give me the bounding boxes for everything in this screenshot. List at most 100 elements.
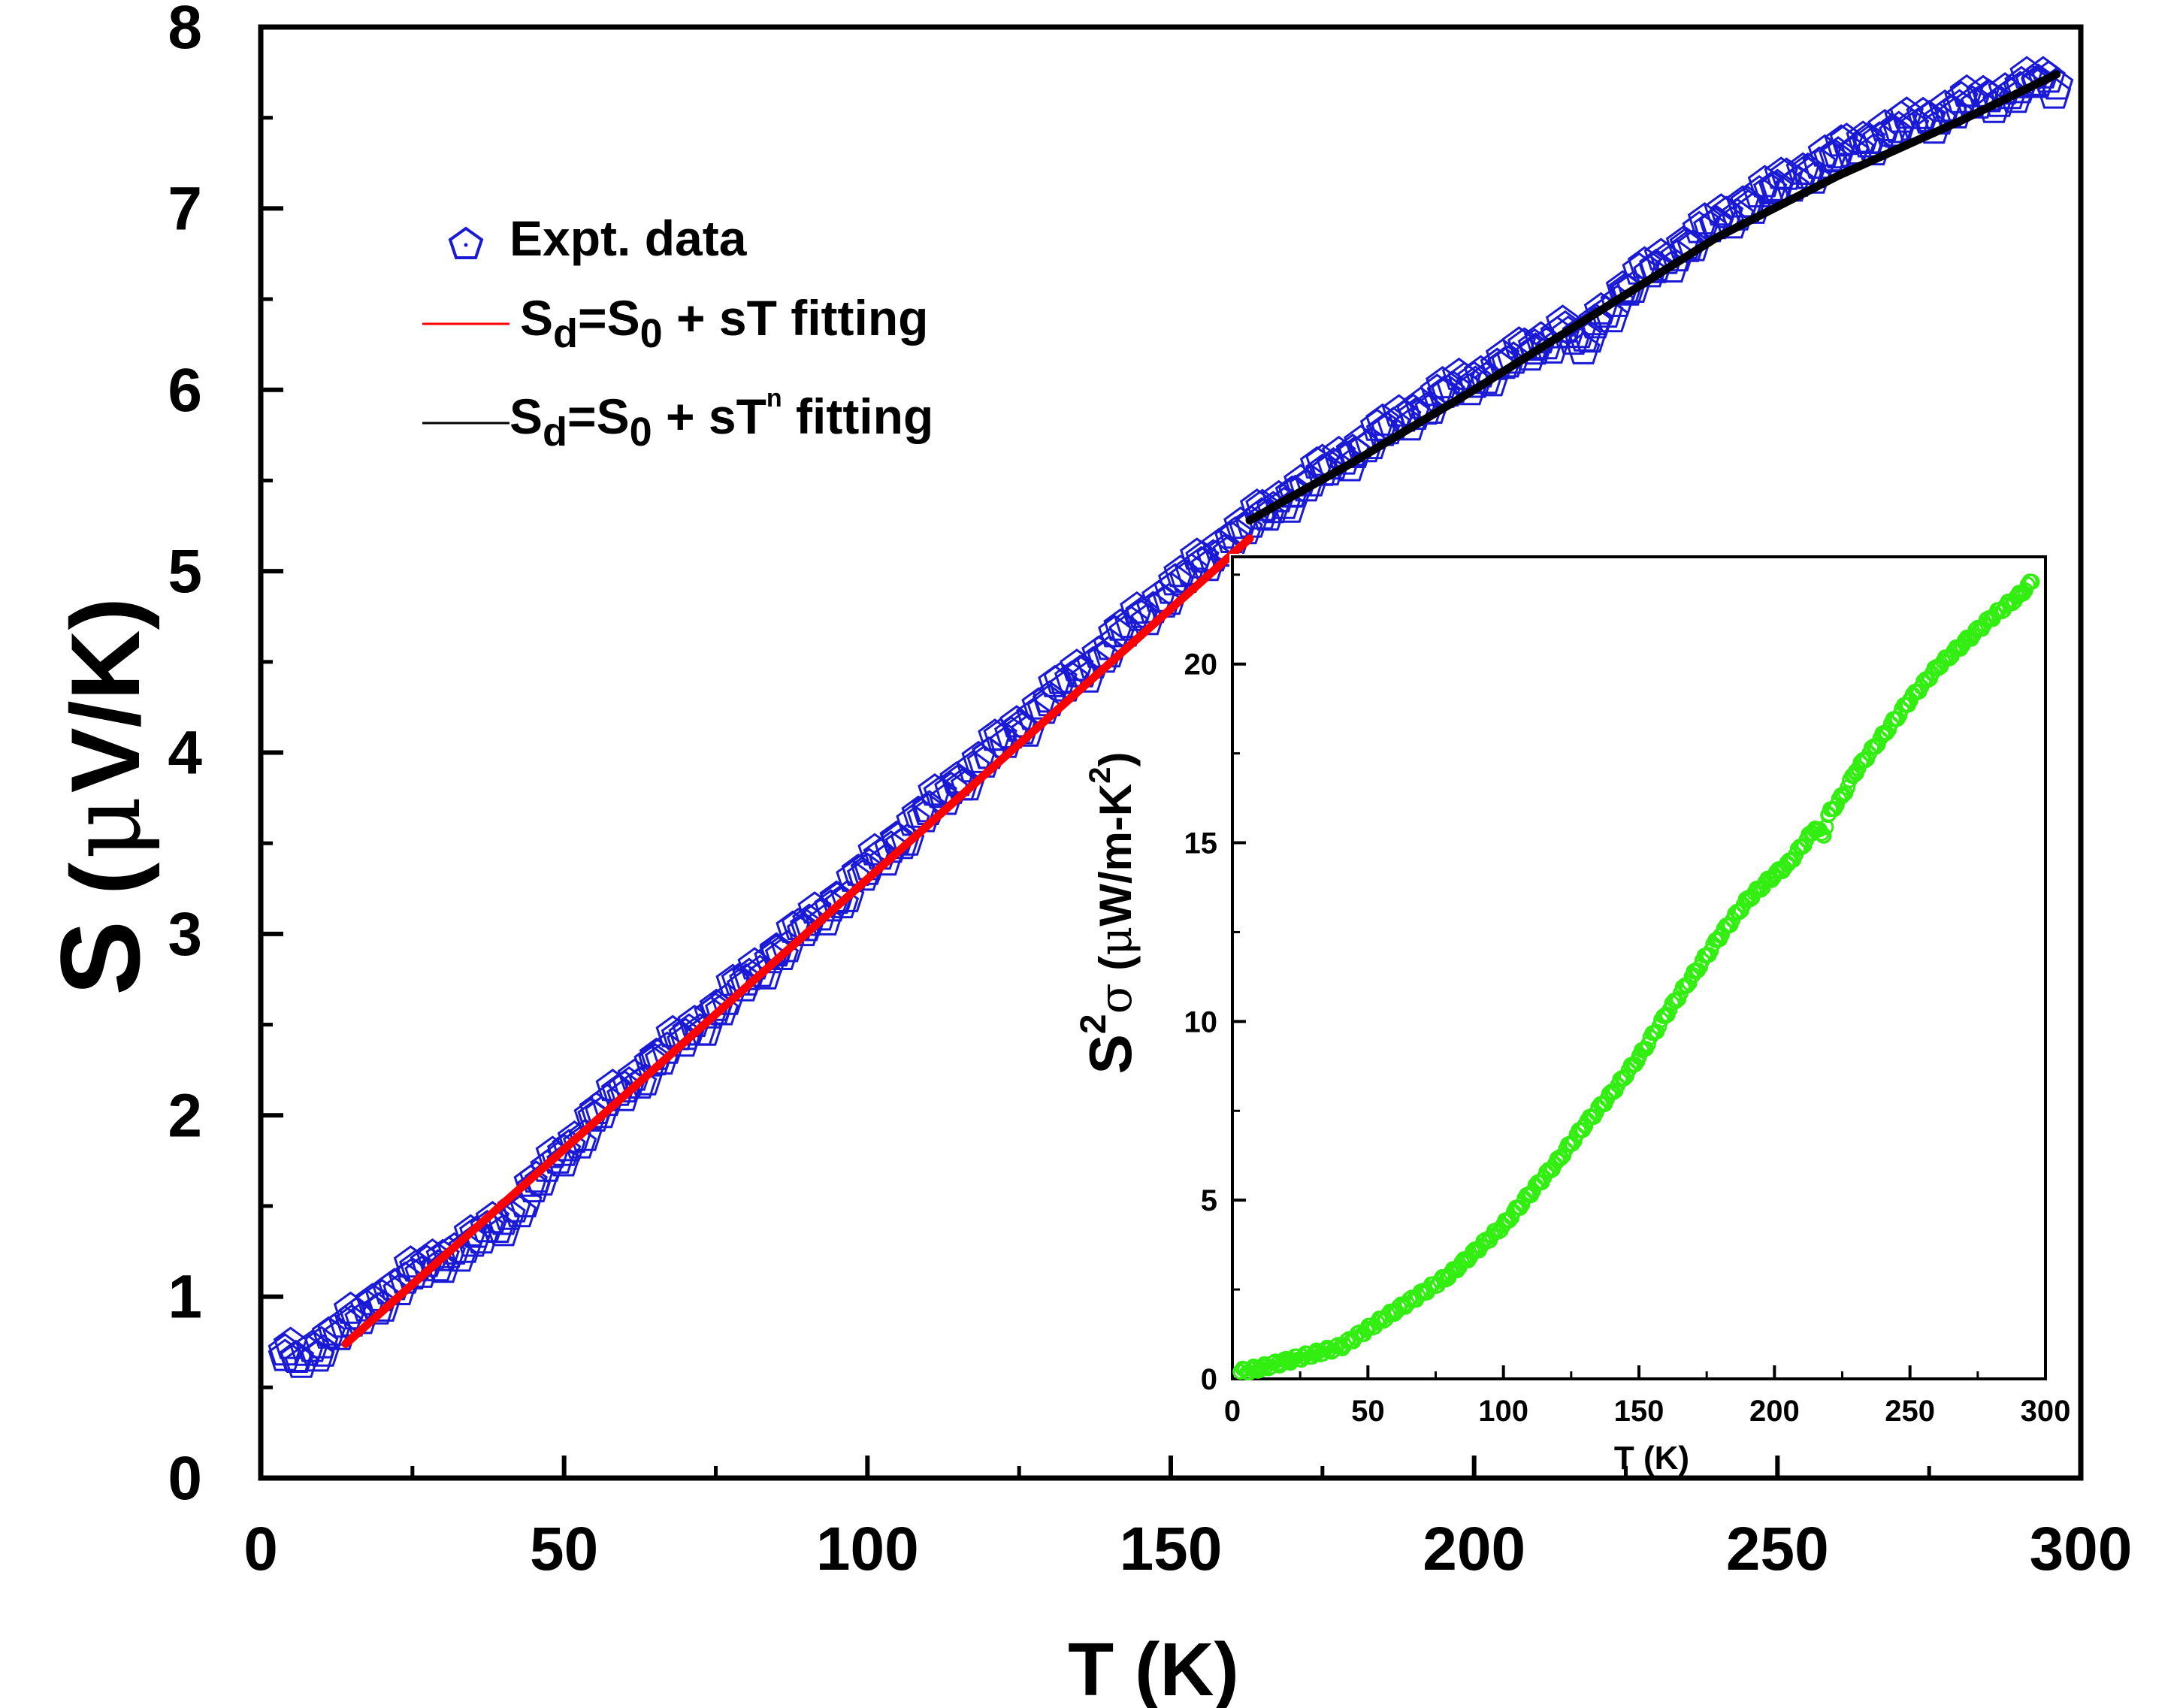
expt-data-point — [1054, 661, 1089, 694]
main-series-layer — [268, 56, 2074, 1378]
expt-data-point — [1882, 110, 1916, 144]
main-y-tick-label: 7 — [168, 174, 202, 243]
inset-x-axis-label: T (K) — [1614, 1440, 1689, 1477]
fit-line-power — [1245, 70, 2061, 524]
s2sigma-point — [1929, 660, 1946, 676]
expt-data-point — [1305, 453, 1340, 486]
s2sigma-point — [1848, 763, 1864, 779]
s2sigma-point — [1956, 634, 1973, 651]
inset-plot: 0 50 100 150 200 250 300 0 5 10 15 20 T (K) S2σ (μ… — [1074, 554, 2070, 1477]
s2sigma-point — [1251, 1360, 1268, 1377]
main-y-label-mu: μ — [48, 796, 162, 860]
series-s2sigma — [1232, 573, 2040, 1381]
expt-data-point — [1821, 136, 1855, 169]
s2sigma-point — [1752, 881, 1769, 898]
s2sigma-point — [1441, 1267, 1457, 1283]
expt-data-point — [304, 1326, 339, 1359]
s2sigma-point — [1564, 1135, 1580, 1152]
s2sigma-point — [1468, 1242, 1485, 1259]
expt-data-point — [546, 1133, 582, 1166]
main-y-axis: 0 1 2 3 4 5 6 7 8 — [168, 0, 283, 1513]
expt-data-point — [1633, 255, 1668, 288]
inset-x-tick-label: 250 — [1885, 1395, 1935, 1428]
expt-data-point — [1157, 563, 1193, 596]
s2sigma-point — [1616, 1070, 1632, 1087]
inset-x-tick-label: 200 — [1749, 1395, 1800, 1428]
expt-data-point — [1857, 132, 1891, 166]
expt-data-point — [1961, 86, 1995, 119]
s2sigma-point — [1815, 827, 1831, 844]
main-x-tick-label: 200 — [1423, 1515, 1525, 1583]
inset-x-axis: 0 50 100 150 200 250 300 — [1224, 1365, 2071, 1428]
main-y-tick-label: 0 — [168, 1444, 202, 1513]
s2sigma-point — [1604, 1085, 1620, 1101]
s2sigma-point — [1577, 1117, 1593, 1133]
main-x-axis-label: T (K) — [1068, 1628, 1239, 1708]
s2sigma-point — [1902, 691, 1918, 708]
inset-background — [1229, 554, 2048, 1382]
fit-line-linear — [341, 534, 1254, 1348]
s2sigma-point — [1941, 650, 1958, 667]
s2sigma-point — [1553, 1150, 1570, 1166]
s2sigma-point — [1658, 1006, 1674, 1023]
s2sigma-point — [1712, 927, 1728, 944]
legend-item-power-fit: Sd=S0 + sTn fitting — [422, 384, 933, 455]
inset-x-tick-label: 100 — [1478, 1395, 1528, 1428]
expt-data-point — [333, 1291, 368, 1324]
expt-data-point — [1916, 111, 1952, 144]
inset-x-tick-label: 0 — [1224, 1395, 1241, 1428]
main-x-tick-label: 150 — [1120, 1515, 1223, 1583]
s2sigma-point — [2024, 573, 2040, 590]
inset-y-axis: 0 5 10 15 20 — [1184, 573, 1246, 1396]
main-y-tick-label: 3 — [168, 900, 202, 969]
s2sigma-point — [1983, 609, 2000, 626]
legend-pentagon-dot — [464, 243, 468, 247]
inset-y-tick-label: 20 — [1184, 648, 1218, 682]
main-x-axis: 0 50 100 150 200 250 300 — [243, 1456, 2132, 1583]
expt-data-point — [1125, 595, 1160, 628]
s2sigma-point — [1278, 1353, 1295, 1369]
s2sigma-point — [1305, 1346, 1322, 1362]
main-y-label-open: ( — [50, 862, 160, 895]
legend-item-expt-data: Expt. data — [448, 210, 748, 266]
s2sigma-point — [1668, 993, 1685, 1009]
expt-data-point — [1730, 185, 1764, 218]
s2sigma-point — [2010, 588, 2027, 604]
expt-data-point — [513, 1164, 548, 1197]
main-y-tick-label: 5 — [168, 537, 202, 606]
inset-y-axis-label: S2σ (μW/m-K2) — [1074, 752, 1144, 1075]
expt-data-point — [1851, 121, 1886, 154]
expt-data-point — [824, 885, 860, 919]
s2sigma-point — [1386, 1303, 1403, 1320]
expt-data-point — [455, 1224, 491, 1257]
s2sigma-point — [1793, 838, 1810, 854]
expt-data-point — [1174, 552, 1209, 585]
expt-data-point — [2036, 76, 2072, 109]
expt-data-point — [622, 1066, 658, 1099]
legend-label-power-fit: Sd=S0 + sTn fitting — [509, 384, 933, 455]
main-y-tick-label: 8 — [168, 0, 202, 62]
main-y-label-symbol: S — [37, 921, 163, 996]
legend-item-linear-fit: Sd=S0 + sT fitting — [422, 290, 928, 356]
s2sigma-point — [1821, 806, 1837, 822]
expt-data-point — [421, 1249, 455, 1282]
inset-x-tick-label: 150 — [1614, 1395, 1664, 1428]
main-y-tick-label: 1 — [168, 1263, 202, 1332]
s2sigma-point — [1550, 1153, 1566, 1169]
legend-pentagon-marker — [448, 226, 484, 259]
main-y-label-unit: V/K) — [50, 597, 160, 793]
s2sigma-point — [1766, 866, 1782, 883]
inset-x-tick-label: 300 — [2021, 1395, 2071, 1428]
inset-series-layer — [1232, 573, 2040, 1381]
inset-y-tick-label: 5 — [1201, 1184, 1217, 1217]
s2sigma-point — [1359, 1320, 1376, 1337]
expt-data-point — [1327, 442, 1362, 475]
s2sigma-point — [1627, 1057, 1643, 1073]
s2sigma-point — [1631, 1049, 1647, 1066]
expt-data-point — [516, 1169, 551, 1203]
inset-y-tick-label: 0 — [1201, 1363, 1217, 1396]
s2sigma-point — [1232, 1364, 1249, 1380]
expt-data-point — [1682, 210, 1716, 243]
s2sigma-point — [1879, 724, 1895, 741]
